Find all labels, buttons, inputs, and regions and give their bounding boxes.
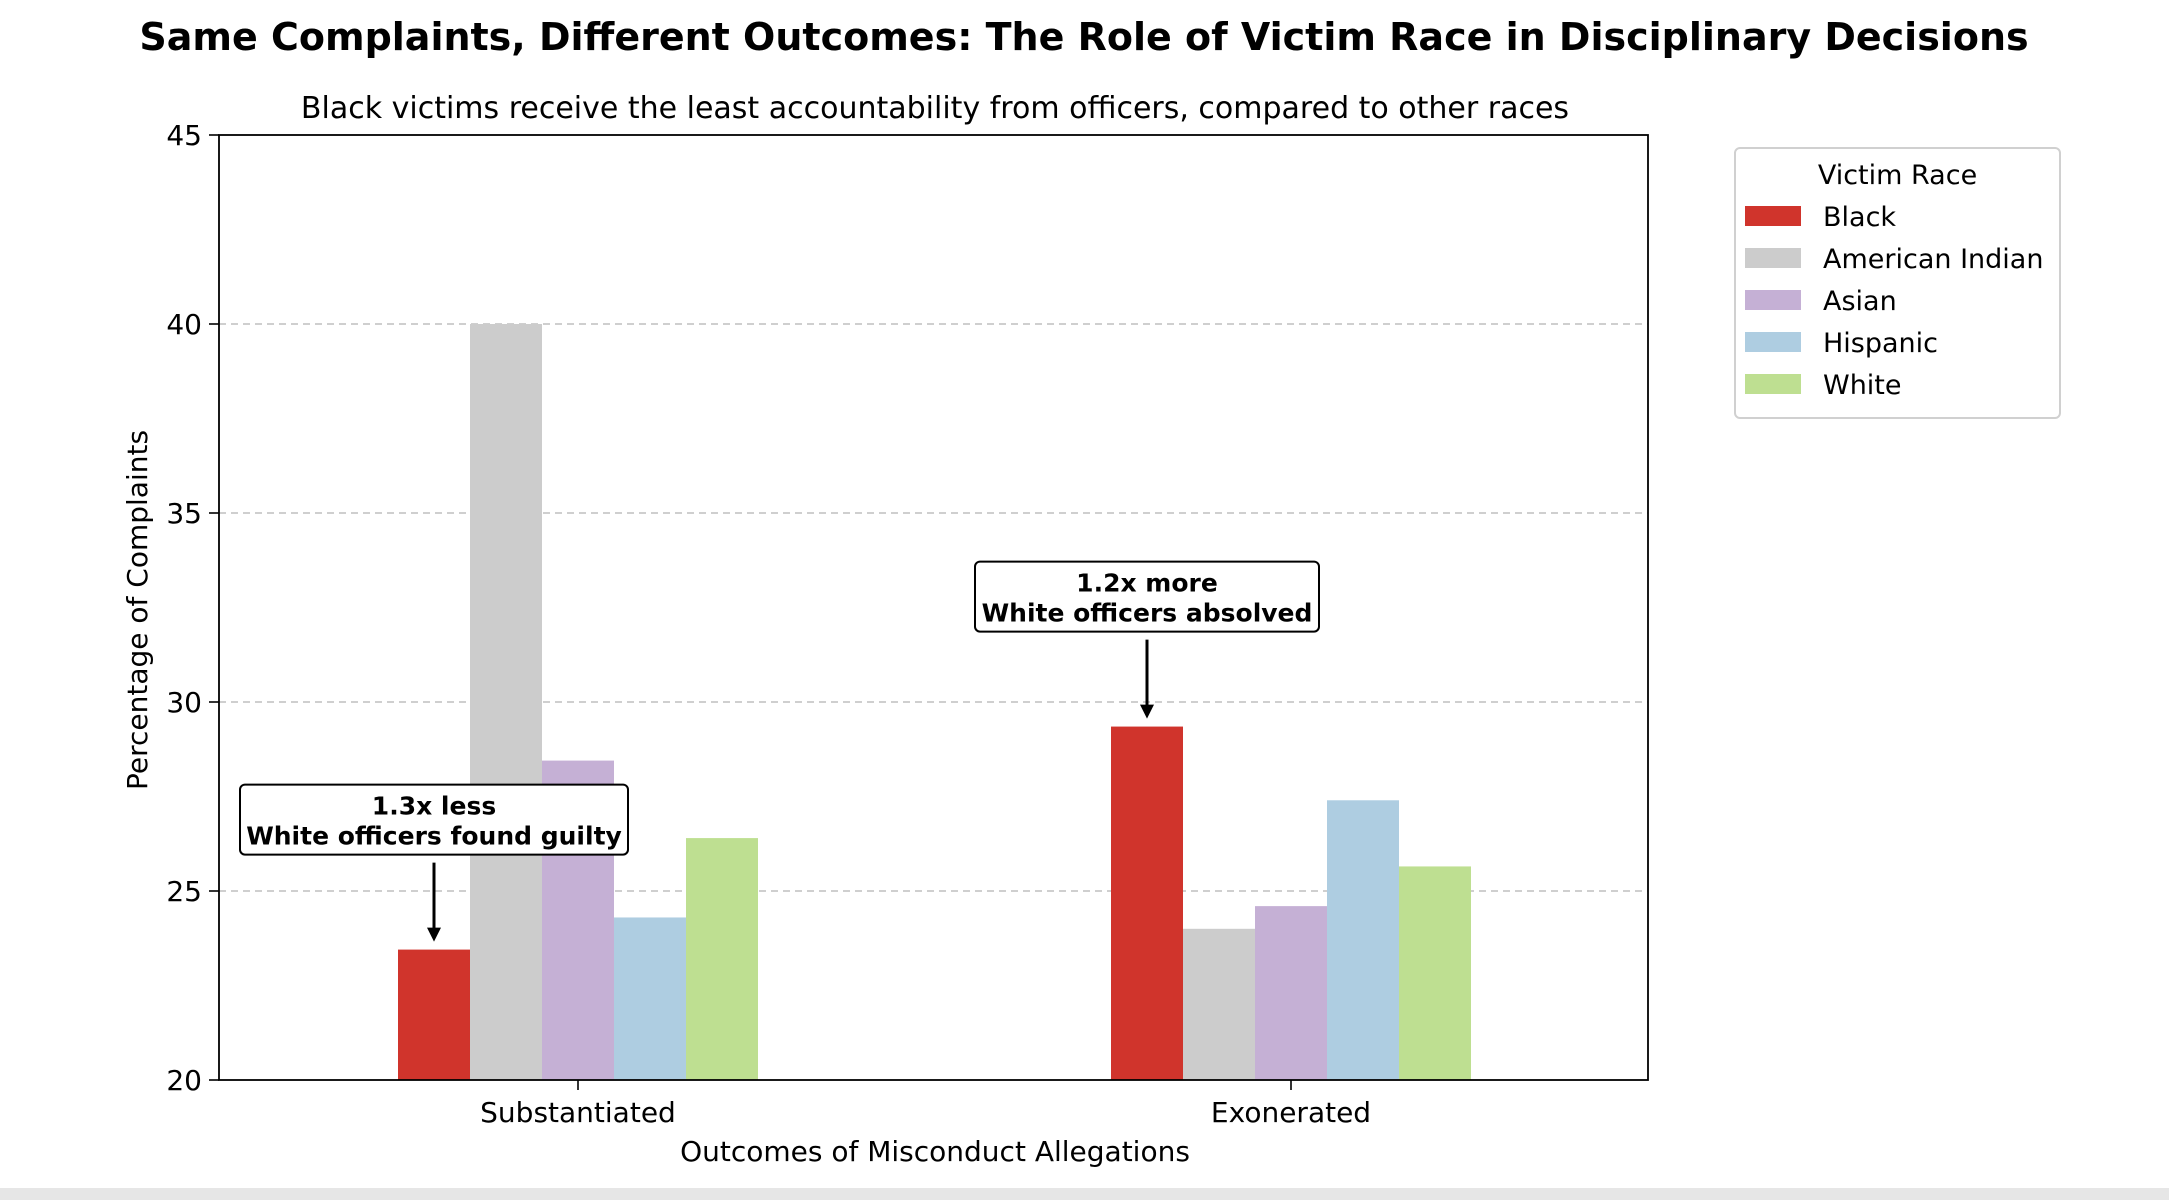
chart-title: Same Complaints, Different Outcomes: The… [139, 15, 2028, 59]
axes-layer: 20 25 30 35 40 45 Substantiated Exonerated [166, 119, 1649, 1129]
annotation-line1: 1.3x less [372, 792, 496, 821]
y-tick-label: 40 [166, 308, 202, 341]
legend-label: Asian [1823, 286, 1897, 317]
window-bottom-edge [0, 1188, 2169, 1200]
legend-label: White [1823, 370, 1902, 401]
bar-asian-exonerated [1255, 906, 1327, 1080]
legend-swatch [1745, 206, 1801, 226]
x-tick-label: Substantiated [480, 1096, 676, 1129]
plot-frame [218, 134, 1649, 1081]
legend-label: Black [1823, 202, 1896, 233]
legend-title: Victim Race [1818, 160, 1977, 191]
bar-white-exonerated [1399, 866, 1471, 1080]
legend-swatch [1745, 248, 1801, 268]
bar-black-exonerated [1111, 726, 1183, 1080]
bars-layer [398, 324, 1471, 1080]
y-tick-label: 30 [166, 686, 202, 719]
y-axis-label: Percentage of Complaints [121, 430, 154, 790]
bar-white-substantiated [686, 838, 758, 1080]
annotation-arrowhead [427, 927, 441, 942]
annotation-box [239, 783, 629, 856]
x-axis-label: Outcomes of Misconduct Allegations [680, 1135, 1190, 1168]
legend-swatch [1745, 374, 1801, 394]
annotation-line1: 1.2x more [1076, 569, 1218, 598]
y-tick-label: 35 [166, 497, 202, 530]
y-tick-label: 45 [166, 119, 202, 152]
bar-hispanic-substantiated [614, 917, 686, 1080]
legend-label: Hispanic [1823, 328, 1938, 359]
bar-american-indian-substantiated [470, 324, 542, 1080]
annotation-arrowhead [1140, 704, 1154, 719]
y-tick-label: 20 [166, 1064, 202, 1097]
y-tick-label: 25 [166, 875, 202, 908]
bar-american-indian-exonerated [1183, 928, 1255, 1080]
annotation-box [974, 560, 1320, 633]
legend-swatch [1745, 332, 1801, 352]
annotation-line2: White officers absolved [982, 599, 1313, 628]
legend-swatch [1745, 290, 1801, 310]
legend-label: American Indian [1823, 244, 2043, 275]
legend-frame [1734, 147, 2061, 419]
chart-subtitle: Black victims receive the least accounta… [301, 91, 1569, 126]
annotation-line2: White officers found guilty [246, 822, 622, 851]
legend: Victim Race Black American Indian Asian Hisp… [1734, 147, 2061, 419]
bar-hispanic-exonerated [1327, 800, 1399, 1080]
bar-black-substantiated [398, 949, 470, 1080]
x-tick-label: Exonerated [1211, 1096, 1371, 1129]
